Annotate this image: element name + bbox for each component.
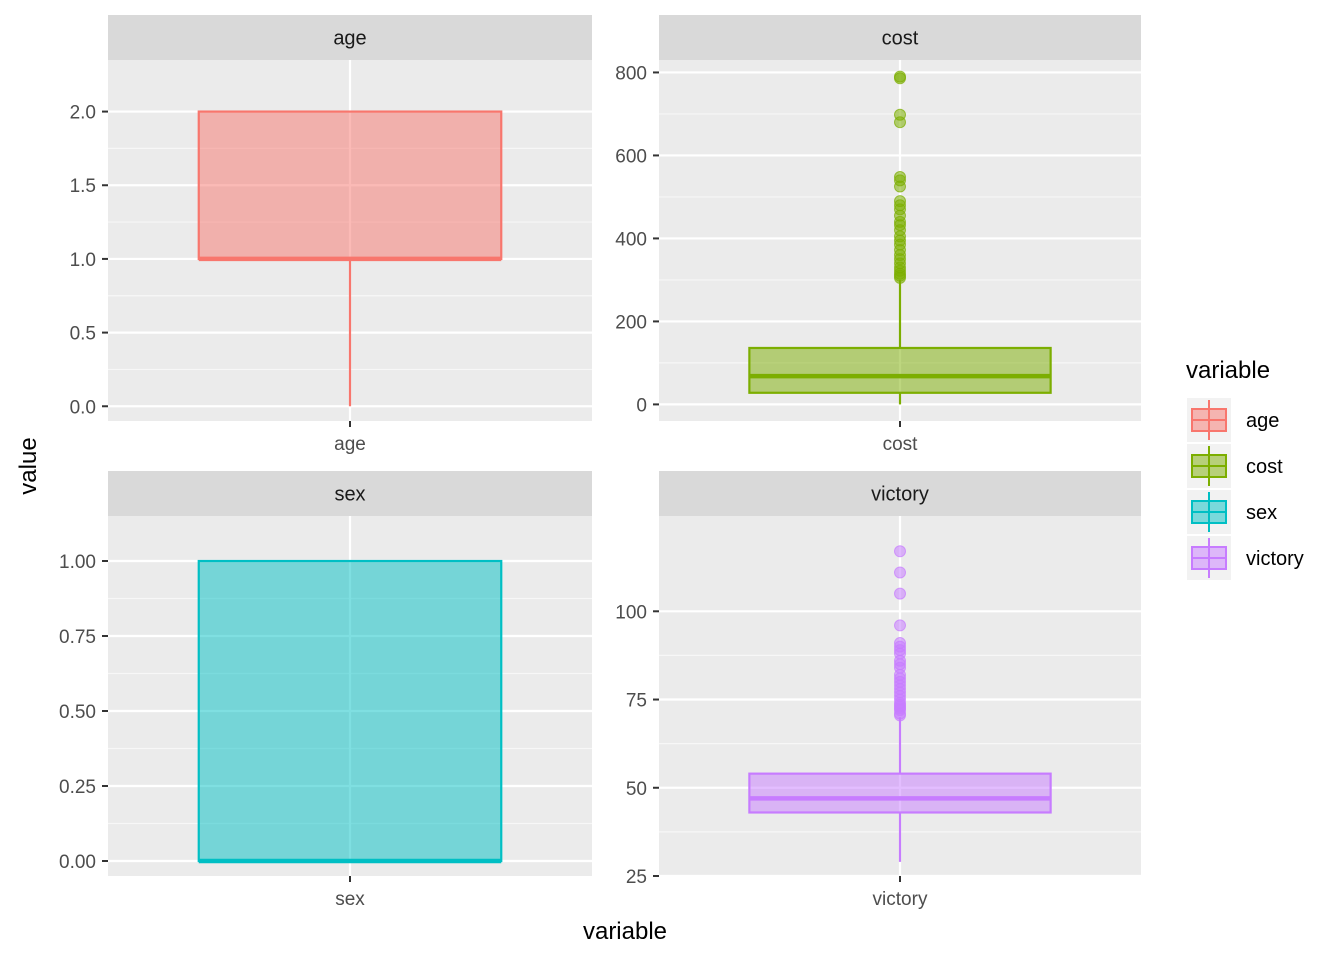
outlier-point	[894, 108, 906, 121]
y-tick-label: 0.25	[59, 777, 96, 798]
y-tick-label: 1.5	[70, 176, 96, 197]
outlier-point	[894, 545, 906, 558]
legend-key-age	[1187, 398, 1231, 442]
legend-label: sex	[1246, 502, 1277, 524]
legend-key-cost	[1187, 444, 1231, 488]
x-tick-label: victory	[873, 889, 928, 910]
x-axis-title: variable	[583, 918, 667, 945]
outlier-point	[894, 70, 906, 83]
y-tick-label: 75	[626, 691, 647, 712]
facet-strip-label: victory	[871, 484, 929, 506]
y-tick-label: 50	[626, 779, 647, 800]
y-tick-label: 1.00	[59, 552, 96, 573]
legend-key-victory	[1187, 536, 1231, 580]
outlier-point	[894, 195, 906, 208]
box	[748, 772, 1052, 814]
facet-panels: age0.00.51.01.52.0agecost0200400600800co…	[59, 15, 1141, 910]
y-tick-label: 25	[626, 867, 647, 888]
y-tick-label: 0.5	[70, 324, 96, 345]
y-tick-label: 200	[615, 312, 647, 333]
outlier-point	[894, 566, 906, 579]
facet-sex: sex 0.00 0.25 0.50 0.75 1.00 sex	[59, 471, 592, 910]
y-tick-label: 800	[615, 63, 647, 84]
outlier-point	[894, 171, 906, 184]
facet-strip-label: age	[333, 28, 366, 50]
box	[748, 346, 1052, 394]
outlier-point	[894, 619, 906, 632]
y-tick-label: 0.75	[59, 627, 96, 648]
facet-strip-label: cost	[882, 28, 919, 50]
x-tick-label: sex	[335, 889, 365, 910]
box	[197, 110, 503, 261]
facet-strip	[659, 471, 1141, 516]
outlier-point	[894, 587, 906, 600]
legend-label: victory	[1246, 548, 1304, 570]
x-tick-label: cost	[883, 434, 919, 455]
legend: variable age cost sex victory	[1186, 357, 1304, 580]
y-tick-label: 0	[636, 395, 647, 416]
y-tick-label: 0.0	[70, 397, 96, 418]
legend-label: age	[1246, 410, 1279, 432]
box	[197, 559, 503, 863]
facet-victory: victory 25 50 75 100 victory	[615, 471, 1141, 910]
outlier-point	[894, 637, 906, 650]
legend-key-sex	[1187, 490, 1231, 534]
y-tick-label: 100	[615, 602, 647, 623]
y-tick-label: 1.0	[70, 250, 96, 271]
y-axis-title: value	[15, 437, 42, 494]
y-tick-label: 0.00	[59, 852, 96, 873]
facet-strip	[659, 15, 1141, 60]
y-tick-label: 2.0	[70, 103, 96, 124]
facet-cost: cost 0 200 400 600 800 cost	[615, 15, 1141, 455]
facet-age: age 0.0 0.5 1.0 1.5 2.0 age	[70, 15, 592, 455]
x-tick-label: age	[334, 434, 366, 455]
legend-label: cost	[1246, 456, 1283, 478]
facet-strip	[108, 15, 592, 60]
y-tick-label: 600	[615, 146, 647, 167]
facet-strip	[108, 471, 592, 516]
y-tick-label: 400	[615, 229, 647, 250]
legend-title: variable	[1186, 357, 1270, 384]
y-tick-label: 0.50	[59, 702, 96, 723]
facet-strip-label: sex	[334, 484, 365, 506]
